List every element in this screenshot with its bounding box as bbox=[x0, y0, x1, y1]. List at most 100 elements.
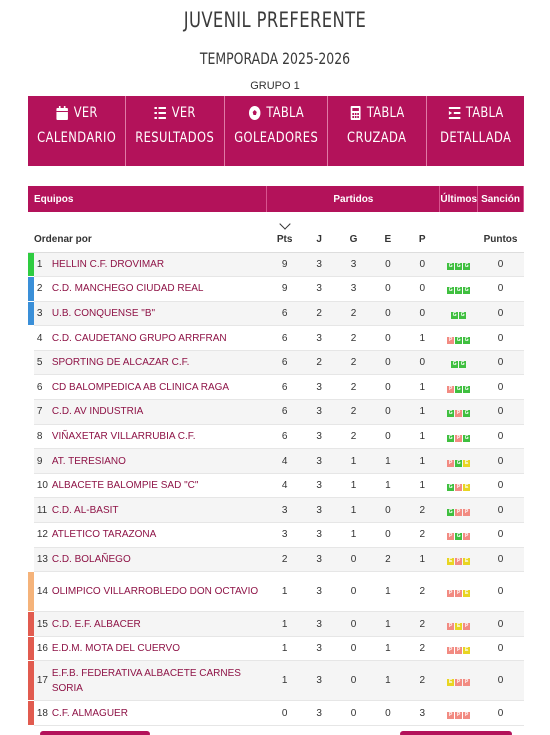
e-cell: 1 bbox=[371, 660, 405, 702]
p-cell: 3 bbox=[404, 700, 440, 726]
team-link[interactable]: C.F. ALMAGUER bbox=[49, 700, 267, 726]
g-cell: 3 bbox=[335, 276, 372, 302]
nav-label-2: CALENDARIO bbox=[37, 130, 117, 146]
team-link[interactable]: ALBACETE BALOMPIE SAD "C" bbox=[49, 473, 267, 499]
team-link[interactable]: C.D. CAUDETANO GRUPO ARRFRAN bbox=[49, 325, 267, 351]
sanction-cell: 0 bbox=[477, 350, 524, 376]
result-badge: P bbox=[455, 508, 463, 516]
team-link[interactable]: C.D. AL-BASIT bbox=[49, 497, 267, 524]
detailed-table-button[interactable]: TABLA DETALLADA bbox=[425, 96, 524, 166]
team-link[interactable]: ATLETICO TARAZONA bbox=[49, 522, 267, 548]
result-badge: G bbox=[451, 311, 459, 319]
position-cell: 10 bbox=[33, 473, 50, 499]
sanction-cell: 0 bbox=[477, 448, 524, 474]
result-badge: G bbox=[463, 287, 471, 295]
position-cell: 6 bbox=[33, 374, 50, 401]
calendar-icon bbox=[56, 106, 69, 120]
zone-indicator bbox=[28, 350, 34, 376]
team-link[interactable]: HELLIN C.F. DROVIMAR bbox=[49, 252, 267, 278]
team-link[interactable]: E.F.B. FEDERATIVA ALBACETE CARNES SORIA bbox=[49, 660, 267, 702]
table-row[interactable]: 15 C.D. E.F. ALBACER 1 3 0 1 2 P E P 0 bbox=[28, 611, 524, 637]
table-row[interactable]: 7 C.D. AV INDUSTRIA 6 3 2 0 1 G P G 0 bbox=[28, 399, 524, 425]
table-row[interactable]: 16 E.D.M. MOTA DEL CUERVO 1 3 0 1 2 P P E 0 bbox=[28, 636, 524, 662]
sort-e-header[interactable]: E bbox=[371, 212, 405, 253]
bottom-button-right[interactable] bbox=[400, 731, 512, 735]
sort-p-header[interactable]: P bbox=[404, 212, 440, 253]
table-row[interactable]: 17 E.F.B. FEDERATIVA ALBACETE CARNES SORI… bbox=[28, 660, 524, 702]
team-link[interactable]: VIÑAXETAR VILLARRUBIA C.F. bbox=[49, 424, 267, 450]
zone-indicator bbox=[28, 547, 34, 573]
team-link[interactable]: C.D. AV INDUSTRIA bbox=[49, 399, 267, 425]
cross-table-button[interactable]: TABLA CRUZADA bbox=[327, 96, 425, 166]
scorers-table-button[interactable]: TABLA GOLEADORES bbox=[223, 96, 327, 166]
nav-label-1: TABLA bbox=[465, 105, 504, 121]
team-link[interactable]: OLIMPICO VILLARROBLEDO DON OCTAVIO bbox=[49, 571, 267, 613]
result-badge: G bbox=[447, 287, 455, 295]
e-cell: 0 bbox=[371, 399, 405, 425]
list-icon bbox=[154, 107, 167, 119]
table-row[interactable]: 4 C.D. CAUDETANO GRUPO ARRFRAN 6 3 2 0 1 P G G 0 bbox=[28, 325, 524, 351]
zone-indicator bbox=[28, 424, 34, 450]
sanction-cell: 0 bbox=[477, 399, 524, 425]
g-cell: 0 bbox=[335, 611, 372, 637]
position-cell: 14 bbox=[33, 571, 50, 613]
p-cell: 0 bbox=[404, 252, 440, 278]
position-cell: 15 bbox=[33, 611, 50, 637]
result-badge: E bbox=[463, 647, 471, 655]
table-row[interactable]: 9 AT. TERESIANO 4 3 1 1 1 P G E 0 bbox=[28, 448, 524, 474]
team-link[interactable]: SPORTING DE ALCAZAR C.F. bbox=[49, 350, 267, 376]
j-cell: 3 bbox=[302, 547, 336, 573]
sanction-cell: 0 bbox=[477, 325, 524, 351]
result-badge: P bbox=[463, 679, 471, 687]
zone-indicator bbox=[28, 374, 34, 401]
team-link[interactable]: C.D. MANCHEGO CIUDAD REAL bbox=[49, 276, 267, 302]
table-row[interactable]: 13 C.D. BOLAÑEGO 2 3 0 2 1 E P E 0 bbox=[28, 547, 524, 573]
table-row[interactable]: 8 VIÑAXETAR VILLARRUBIA C.F. 6 3 2 0 1 G P G 0 bbox=[28, 424, 524, 450]
team-link[interactable]: AT. TERESIANO bbox=[49, 448, 267, 474]
e-cell: 0 bbox=[371, 374, 405, 401]
view-results-button[interactable]: VER RESULTADOS bbox=[125, 96, 223, 166]
team-link[interactable]: E.D.M. MOTA DEL CUERVO bbox=[49, 636, 267, 662]
table-row[interactable]: 10 ALBACETE BALOMPIE SAD "C" 4 3 1 1 1 G P E 0 bbox=[28, 473, 524, 499]
table-row[interactable]: 5 SPORTING DE ALCAZAR C.F. 6 2 2 0 0 G G 0 bbox=[28, 350, 524, 376]
team-link[interactable]: U.B. CONQUENSE "B" bbox=[49, 301, 267, 327]
p-cell: 1 bbox=[404, 399, 440, 425]
e-cell: 1 bbox=[371, 636, 405, 662]
sort-j-header[interactable]: J bbox=[302, 212, 336, 253]
table-row[interactable]: 14 OLIMPICO VILLARROBLEDO DON OCTAVIO 1 3 0 1… bbox=[28, 571, 524, 613]
team-link[interactable]: CD BALOMPEDICA AB CLINICA RAGA bbox=[49, 374, 267, 401]
table-row[interactable]: 2 C.D. MANCHEGO CIUDAD REAL 9 3 3 0 0 G G G 0 bbox=[28, 276, 524, 302]
e-cell: 1 bbox=[371, 473, 405, 499]
view-calendar-button[interactable]: VER CALENDARIO bbox=[28, 96, 125, 166]
table-row[interactable]: 1 HELLIN C.F. DROVIMAR 9 3 3 0 0 G G G 0 bbox=[28, 252, 524, 278]
bottom-button-left[interactable] bbox=[40, 731, 150, 735]
result-badge: G bbox=[459, 311, 467, 319]
g-cell: 1 bbox=[335, 522, 372, 548]
result-badge: P bbox=[463, 711, 471, 719]
nav-label-2: GOLEADORES bbox=[234, 130, 318, 146]
nav-label-2: CRUZADA bbox=[347, 130, 407, 146]
team-link[interactable]: C.D. E.F. ALBACER bbox=[49, 611, 267, 637]
e-cell: 0 bbox=[371, 325, 405, 351]
team-link[interactable]: C.D. BOLAÑEGO bbox=[49, 547, 267, 573]
sanction-cell: 0 bbox=[477, 636, 524, 662]
table-row[interactable]: 11 C.D. AL-BASIT 3 3 1 0 2 G P P 0 bbox=[28, 497, 524, 524]
position-cell: 16 bbox=[33, 636, 50, 662]
table-row[interactable]: 18 C.F. ALMAGUER 0 3 0 0 3 P P P 0 bbox=[28, 700, 524, 726]
e-cell: 0 bbox=[371, 424, 405, 450]
sort-g-header[interactable]: G bbox=[335, 212, 372, 253]
sort-pts-header[interactable]: Pts bbox=[266, 212, 303, 253]
g-cell: 1 bbox=[335, 497, 372, 524]
table-row[interactable]: 3 U.B. CONQUENSE "B" 6 2 2 0 0 G G 0 bbox=[28, 301, 524, 327]
table-row[interactable]: 12 ATLETICO TARAZONA 3 3 1 0 2 P G P 0 bbox=[28, 522, 524, 548]
table-row[interactable]: 6 CD BALOMPEDICA AB CLINICA RAGA 6 3 2 0 1 P G G 0 bbox=[28, 374, 524, 401]
